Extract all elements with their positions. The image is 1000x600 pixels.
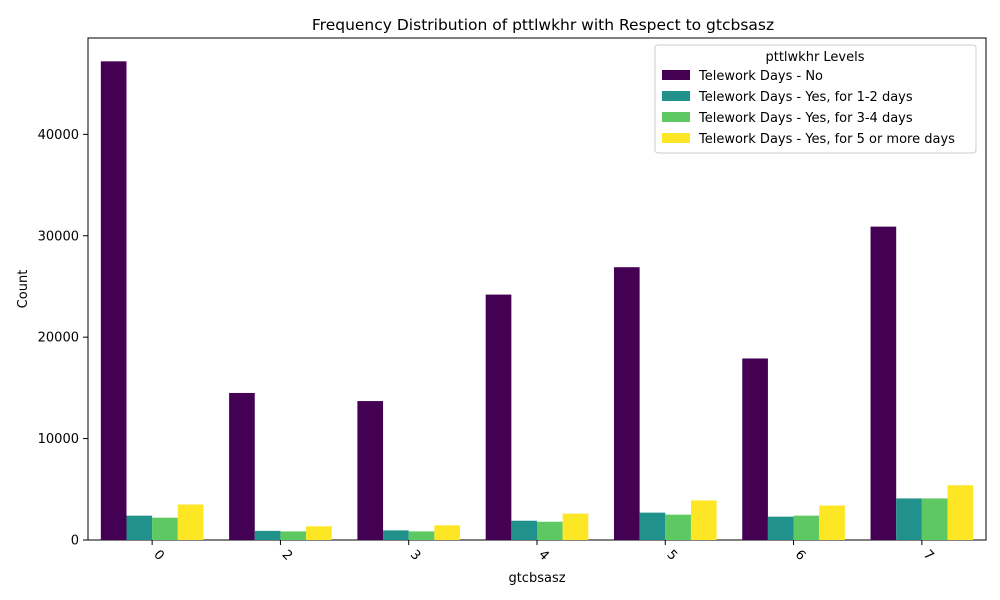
bar-7-series-0 [870, 226, 897, 540]
bar-0-series-3 [177, 504, 204, 540]
bar-2-series-3 [306, 526, 332, 540]
legend-box [654, 44, 977, 154]
bar-5-series-2 [665, 514, 691, 540]
x-tick-label: 2 [279, 547, 295, 563]
x-tick-label: 4 [535, 547, 551, 563]
legend-swatch [662, 112, 690, 122]
bar-0-series-0 [100, 61, 127, 540]
bar-5-series-1 [639, 512, 666, 540]
bar-6-series-0 [742, 358, 768, 540]
bar-5-series-0 [613, 267, 640, 540]
legend-title: pttlwkhr Levels [765, 50, 864, 65]
bar-4-series-2 [537, 521, 563, 540]
bar-5-series-3 [690, 500, 717, 540]
legend-label: Telework Days - Yes, for 5 or more days [698, 132, 955, 147]
y-tick-label: 10000 [38, 432, 79, 447]
x-tick-label: 6 [792, 547, 808, 563]
bar-6-series-2 [793, 515, 820, 540]
x-tick-label: 7 [920, 547, 936, 563]
x-tick-label: 5 [664, 547, 680, 563]
bar-7-series-1 [896, 498, 922, 540]
bar-7-series-2 [921, 498, 948, 540]
y-axis: 0 10000 20000 30000 40000 [38, 128, 88, 549]
bar-6-series-1 [767, 516, 794, 540]
x-tick-label: 0 [150, 547, 166, 563]
bar-3-series-2 [408, 531, 435, 540]
y-tick-label: 40000 [38, 128, 79, 143]
x-axis: 0 2 3 4 5 6 7 [150, 540, 937, 564]
bar-4-series-3 [562, 513, 589, 540]
bar-2-series-2 [280, 531, 307, 540]
bar-0-series-1 [126, 515, 153, 540]
y-tick-label: 0 [71, 534, 79, 549]
bar-4-series-1 [511, 520, 537, 540]
legend-label: Telework Days - Yes, for 1-2 days [698, 90, 913, 105]
bar-3-series-3 [434, 525, 461, 540]
bar-2-series-1 [254, 530, 281, 540]
bar-3-series-0 [357, 401, 384, 540]
bars-layer [100, 61, 974, 540]
y-tick-label: 30000 [38, 229, 79, 244]
chart-title: Frequency Distribution of pttlwkhr with … [312, 16, 774, 34]
bar-7-series-3 [947, 485, 974, 540]
y-axis-label: Count [16, 270, 31, 309]
x-axis-label: gtcbsasz [508, 571, 565, 586]
legend-label: Telework Days - No [698, 69, 823, 84]
x-tick-label: 3 [407, 547, 423, 563]
bar-6-series-3 [819, 505, 845, 540]
legend-swatch [662, 91, 690, 101]
legend-label: Telework Days - Yes, for 3-4 days [698, 111, 913, 126]
bar-0-series-2 [152, 517, 178, 540]
bar-3-series-1 [383, 530, 409, 540]
bar-4-series-0 [485, 294, 512, 540]
legend-swatch [662, 70, 690, 80]
legend-swatch [662, 133, 690, 143]
y-tick-label: 20000 [38, 331, 79, 346]
legend: pttlwkhr Levels Telework Days - No Telewo… [654, 44, 977, 154]
bar-2-series-0 [229, 392, 255, 540]
